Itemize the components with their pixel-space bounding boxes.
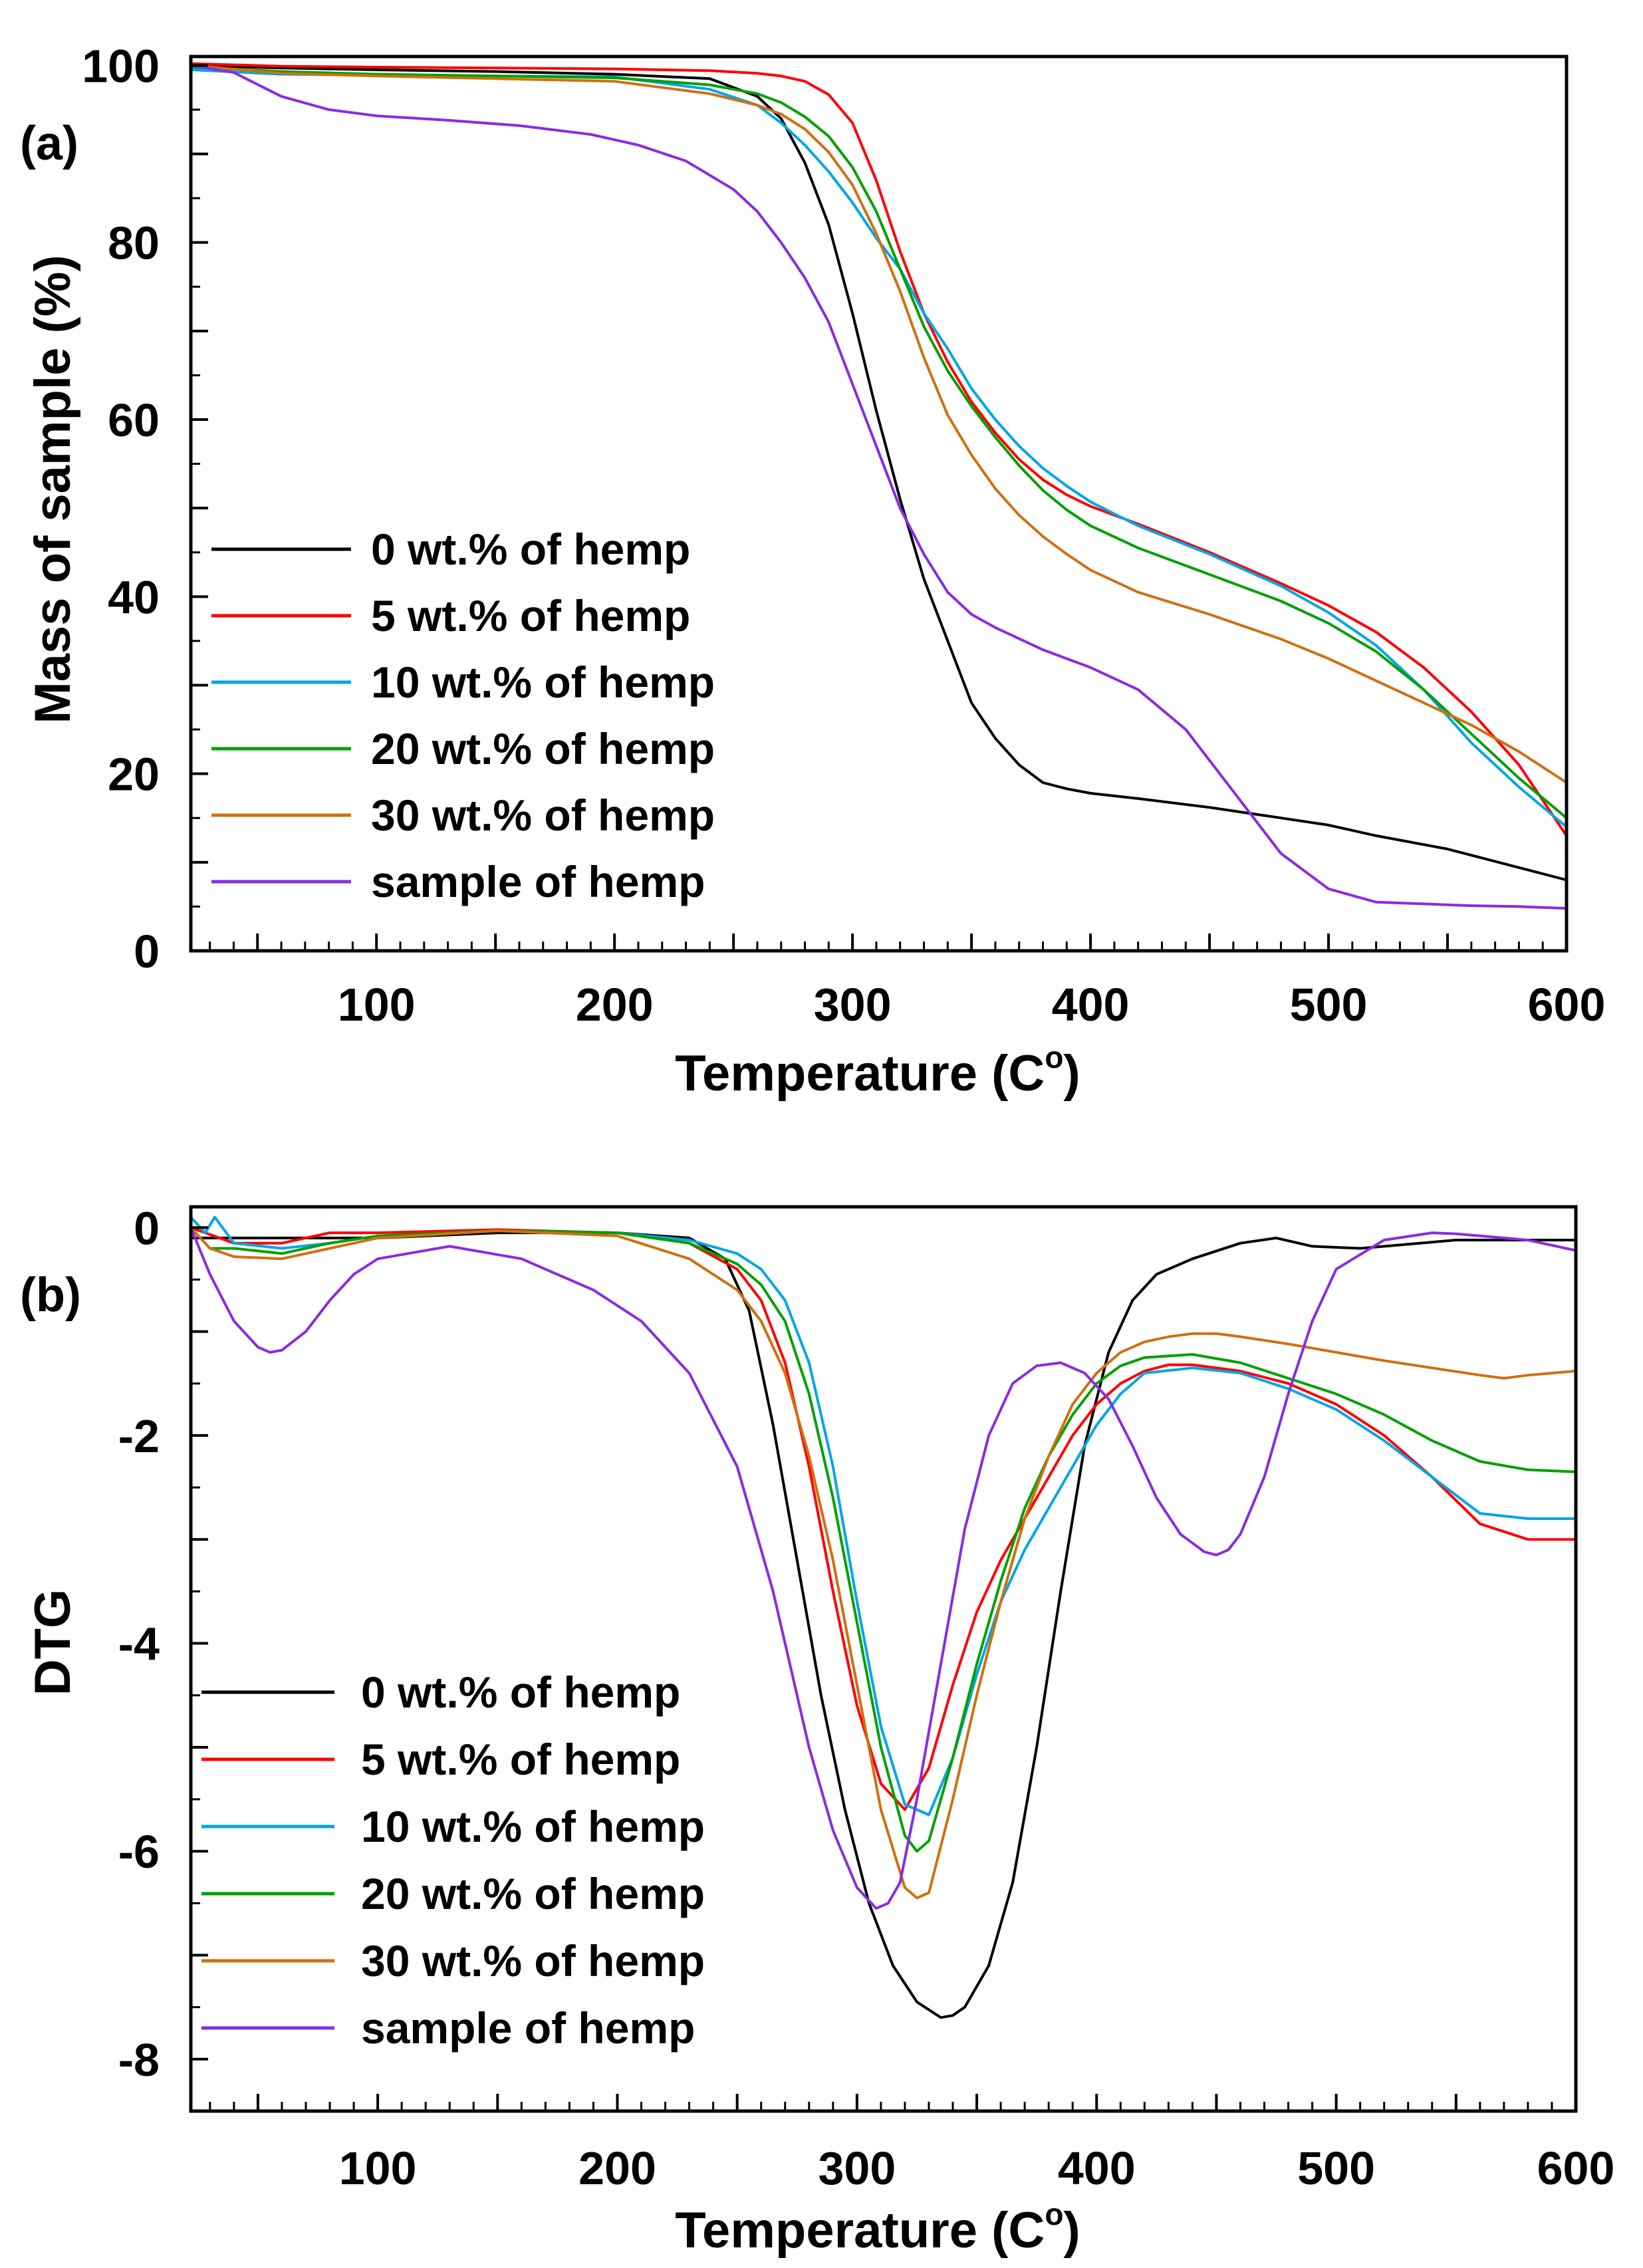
x-tick-label: 400 (1058, 2142, 1136, 2194)
y-tick-label: 0 (134, 1202, 160, 1254)
series-line (190, 64, 1568, 882)
series-line (190, 64, 1568, 910)
series-group-a (190, 62, 1568, 910)
x-tick-label: 200 (576, 979, 654, 1031)
legend-a: 0 wt.% of hemp 5 wt.% of hemp 10 wt.% of h… (211, 525, 715, 906)
panel-label-b: (b) (20, 1269, 81, 1322)
series-line (190, 1226, 1577, 1910)
ticks-group-a: 100 200 300 400 500 600 0 20 40 60 80 100 (82, 40, 1605, 1031)
y-tick-label: 40 (108, 571, 160, 623)
legend-label: 20 wt.% of hemp (371, 724, 715, 773)
series-line (190, 1226, 1577, 1811)
x-tick-label: 200 (578, 2142, 656, 2194)
legend-label: sample of hemp (361, 2003, 695, 2053)
x-tick-label: 500 (1297, 2142, 1375, 2194)
x-axis-label-a: Temperature (Co) (675, 1040, 1080, 1102)
plot-frame-b (189, 1205, 1578, 2113)
y-tick-label: 100 (82, 40, 160, 92)
legend-label: 0 wt.% of hemp (371, 525, 690, 574)
y-tick-label: 20 (108, 749, 160, 801)
legend-b: 0 wt.% of hemp 5 wt.% of hemp 10 wt.% of h… (201, 1668, 705, 2053)
legend-label: 30 wt.% of hemp (361, 1936, 705, 1985)
x-tick-label: 100 (339, 2142, 417, 2194)
y-tick-label: 0 (134, 926, 160, 977)
legend-label: sample of hemp (371, 857, 705, 906)
legend-label: 20 wt.% of hemp (361, 1869, 705, 1918)
y-tick-label: 80 (108, 217, 160, 269)
plot-frame-a (189, 55, 1569, 953)
x-tick-label: 600 (1528, 979, 1606, 1031)
series-line (190, 1226, 1577, 1900)
series-line (190, 1215, 1577, 1817)
x-tick-label: 100 (338, 979, 416, 1031)
y-tick-label: 60 (108, 394, 160, 446)
chart-b: (b) DTG 100 200 300 400 500 600 0 -2 -4 -6 -8 Temp… (20, 1202, 1614, 2259)
chart-a: (a) Mass of sample (%) 100 200 300 400 500 60… (20, 40, 1605, 1102)
legend-label: 10 wt.% of hemp (361, 1802, 705, 1851)
y-tick-label: -8 (118, 2034, 160, 2086)
legend-label: 10 wt.% of hemp (371, 658, 715, 707)
y-axis-label-a: Mass of sample (%) (25, 255, 81, 723)
panel-label-a: (a) (20, 117, 78, 170)
x-tick-label: 600 (1537, 2142, 1615, 2194)
y-axis-label-b: DTG (25, 1589, 81, 1696)
series-line (190, 1231, 1577, 2019)
x-tick-label: 300 (818, 2142, 896, 2194)
x-tick-label: 300 (814, 979, 892, 1031)
y-tick-label: -6 (118, 1826, 160, 1878)
x-tick-label: 400 (1052, 979, 1130, 1031)
ticks-group-b: 100 200 300 400 500 600 0 -2 -4 -6 -8 (118, 1202, 1615, 2194)
series-line (190, 62, 1568, 837)
series-group-b (190, 1215, 1577, 2019)
series-line (190, 68, 1568, 828)
y-tick-label: -2 (118, 1410, 160, 1462)
x-axis-label-b: Temperature (Co) (675, 2197, 1080, 2259)
x-tick-label: 500 (1290, 979, 1368, 1031)
y-tick-label: -4 (118, 1618, 160, 1670)
legend-label: 5 wt.% of hemp (361, 1735, 680, 1784)
legend-label: 5 wt.% of hemp (371, 591, 690, 640)
legend-label: 0 wt.% of hemp (361, 1668, 680, 1717)
legend-label: 30 wt.% of hemp (371, 791, 715, 840)
series-line (190, 64, 1568, 784)
series-line (190, 66, 1568, 820)
